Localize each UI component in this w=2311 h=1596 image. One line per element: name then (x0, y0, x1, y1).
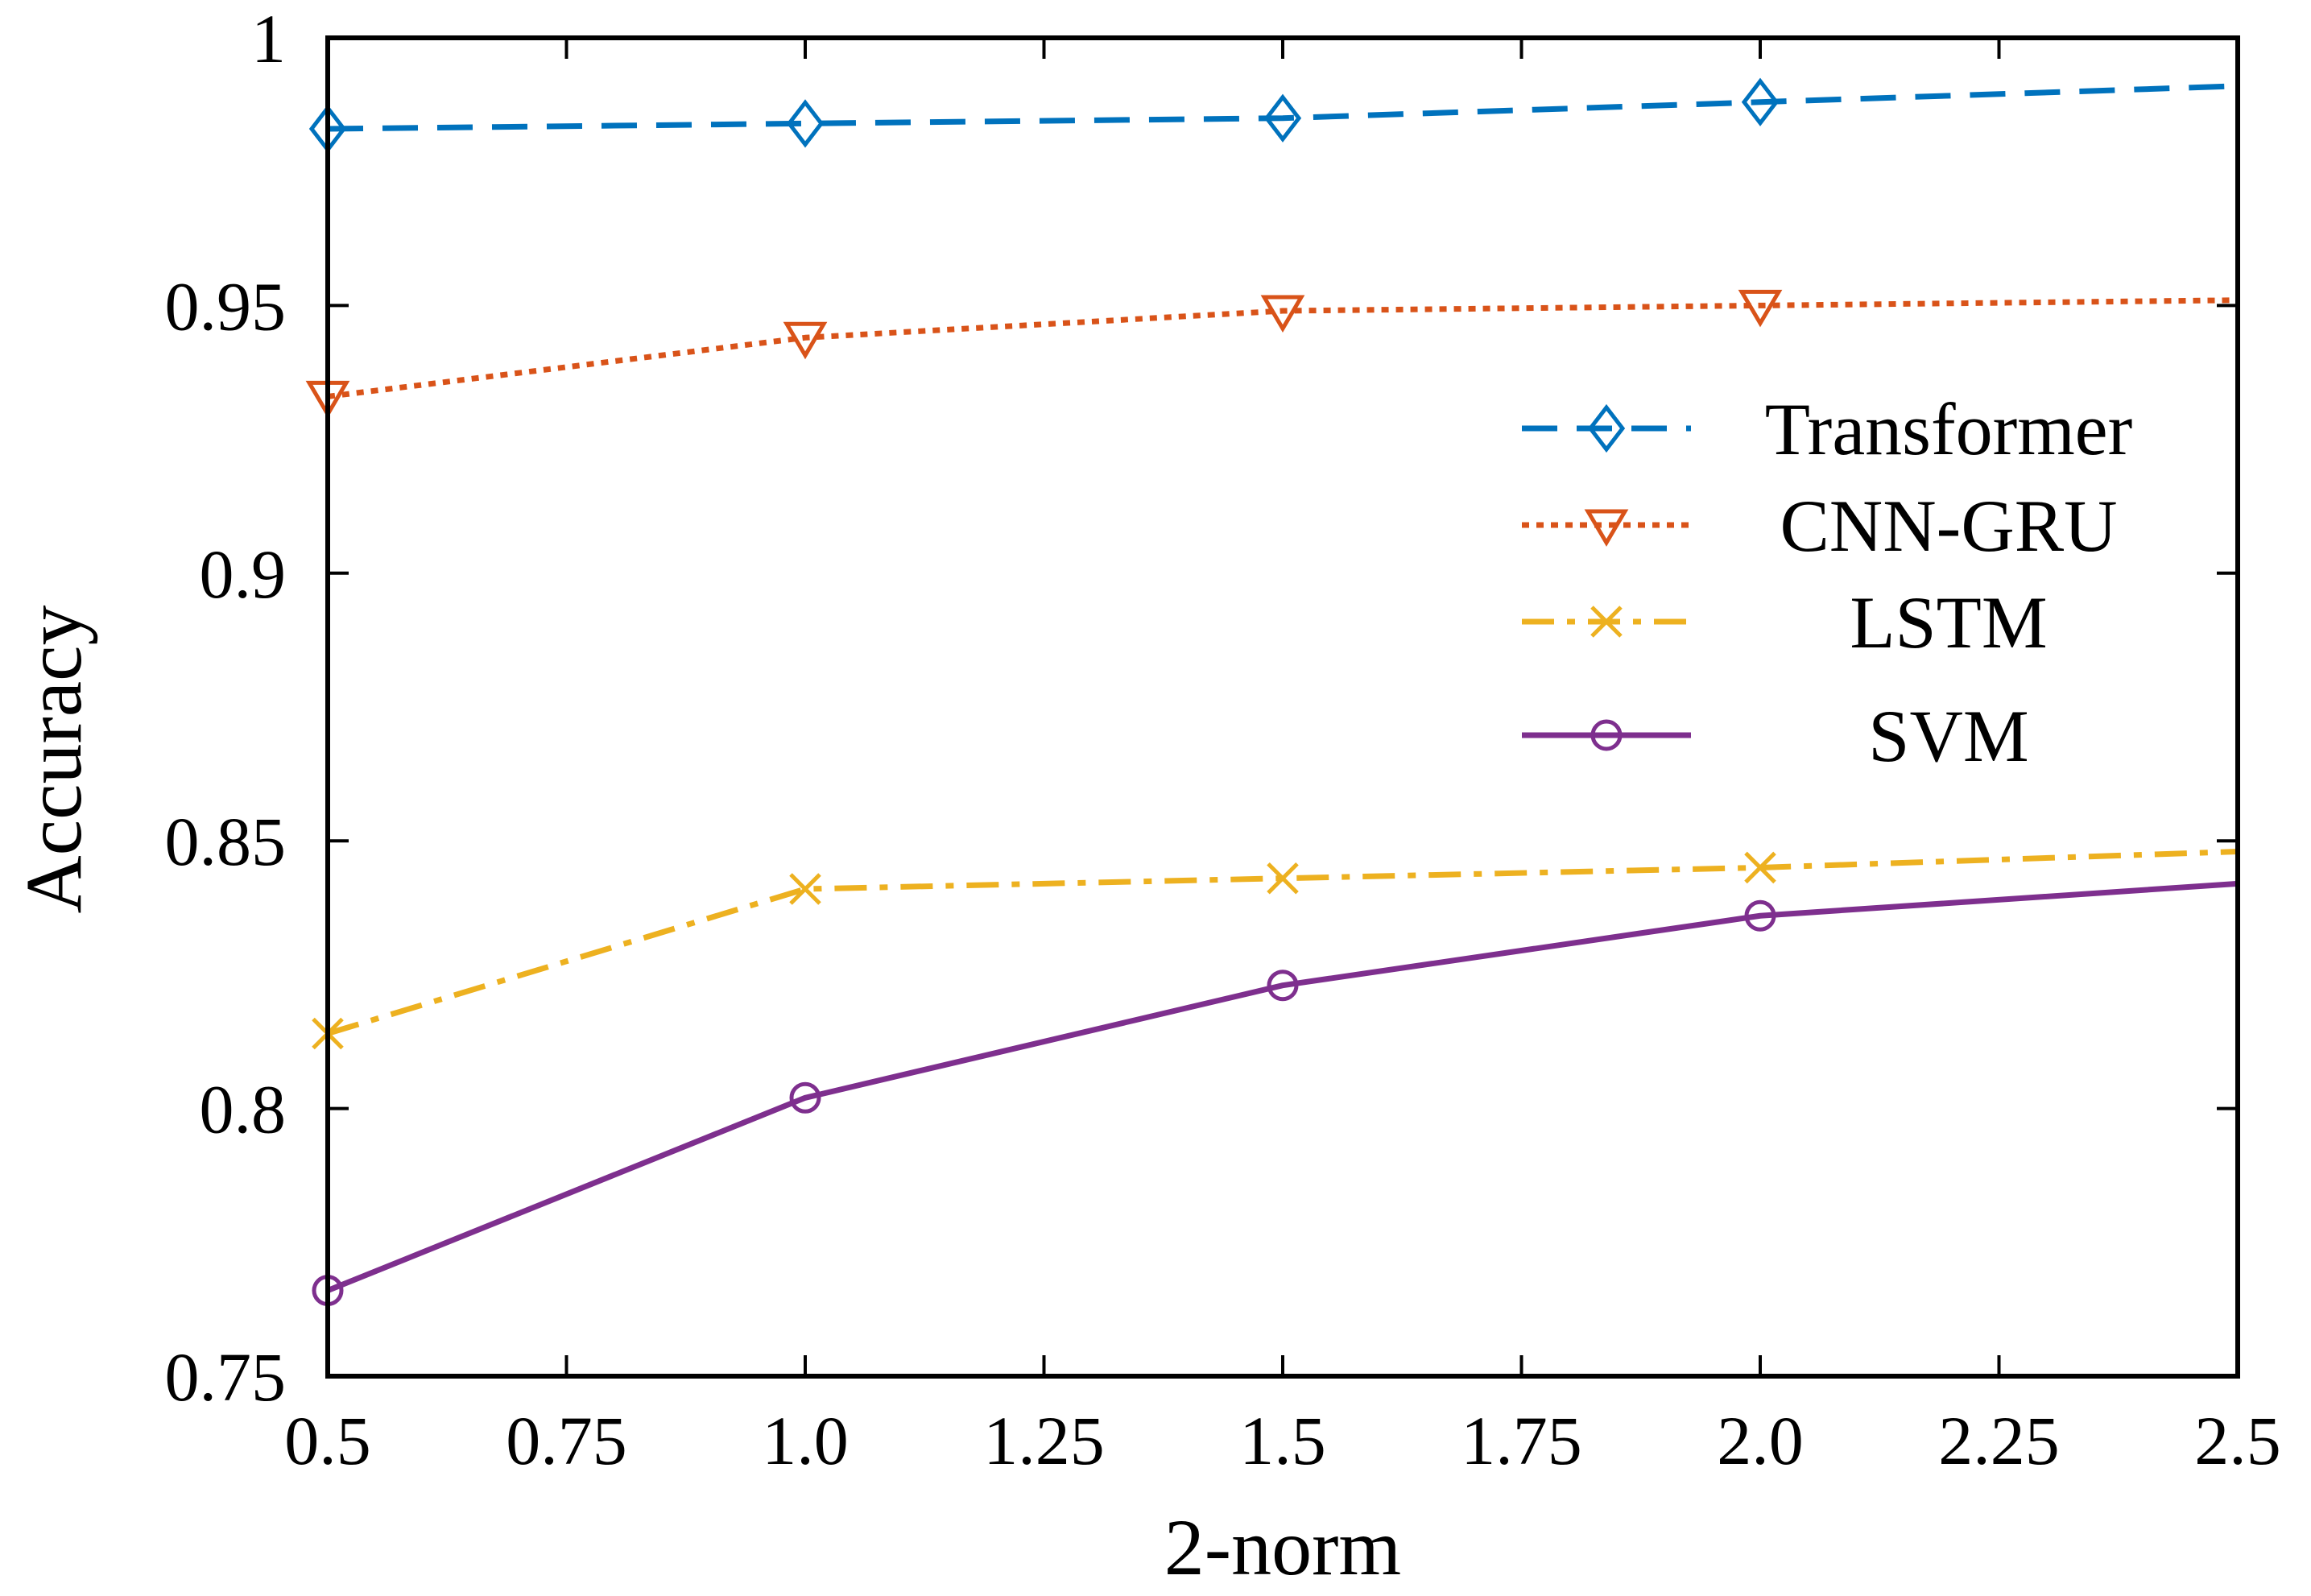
legend-item-cnn-gru: CNN-GRU (1522, 485, 2118, 567)
data-point-lstm-2 (789, 873, 821, 905)
y-axis-title: Accuracy (9, 605, 98, 913)
y-tick-label: 0.9 (200, 535, 287, 613)
legend-item-svm: SVM (1522, 695, 2029, 777)
data-point-svm-3 (1267, 970, 1299, 1002)
legend-item-transformer: Transformer (1522, 388, 2132, 470)
y-tick-label: 0.85 (165, 803, 287, 880)
x-tick-label: 1.0 (762, 1402, 849, 1479)
data-point-cnn-gru-4 (1738, 289, 1783, 328)
legend-marker-svm (1590, 719, 1623, 751)
series-line-cnn-gru (327, 297, 2239, 399)
y-tick-label: 1 (251, 0, 286, 77)
legend-item-lstm: LSTM (1522, 581, 2048, 664)
legend-marker-lstm (1590, 606, 1623, 638)
data-point-cnn-gru-3 (1260, 295, 1305, 333)
data-point-lstm-4 (1744, 851, 1776, 884)
series-line-transformer (327, 83, 2239, 132)
x-tick-label: 0.5 (284, 1402, 371, 1479)
x-tick-label: 1.25 (983, 1402, 1105, 1479)
y-tick-label: 0.95 (165, 267, 287, 345)
series-layer (305, 77, 2239, 1307)
data-point-svm-4 (1744, 899, 1776, 932)
ticks-layer: 0.5 0.75 1.0 1.25 1.5 1.75 2.0 2.25 2.50.750.80.… (165, 0, 2281, 1479)
legend-label-svm: SVM (1868, 695, 2028, 777)
data-point-transformer-3 (1263, 93, 1302, 143)
legend-marker-transformer (1587, 403, 1626, 453)
legend-marker-cnn-gru (1584, 509, 1629, 547)
series-line-svm (326, 880, 2239, 1293)
y-tick-label: 0.8 (200, 1071, 287, 1148)
series-lstm (312, 848, 2239, 1050)
x-tick-label: 2.5 (2194, 1402, 2281, 1479)
data-point-transformer-4 (1741, 77, 1780, 126)
series-transformer (308, 77, 2239, 154)
x-tick-label: 0.75 (506, 1402, 627, 1479)
legend-label-cnn-gru: CNN-GRU (1780, 485, 2117, 567)
x-axis-title: 2-norm (1164, 1503, 1401, 1592)
x-tick-label: 2.25 (1938, 1402, 2060, 1479)
x-tick-label: 2.0 (1717, 1402, 1804, 1479)
data-point-svm-2 (789, 1081, 821, 1114)
x-tick-label: 1.5 (1239, 1402, 1326, 1479)
x-tick-label: 1.75 (1461, 1402, 1582, 1479)
legend-label-transformer: Transformer (1765, 388, 2133, 470)
series-svm (312, 880, 2239, 1307)
y-tick-label: 0.75 (165, 1338, 287, 1416)
data-point-lstm-3 (1267, 862, 1299, 895)
legend: Transformer CNN-GRU LSTM SVM (1522, 388, 2132, 777)
data-point-transformer-2 (786, 99, 825, 148)
data-point-cnn-gru-2 (783, 321, 828, 360)
legend-label-lstm: LSTM (1850, 581, 2047, 664)
